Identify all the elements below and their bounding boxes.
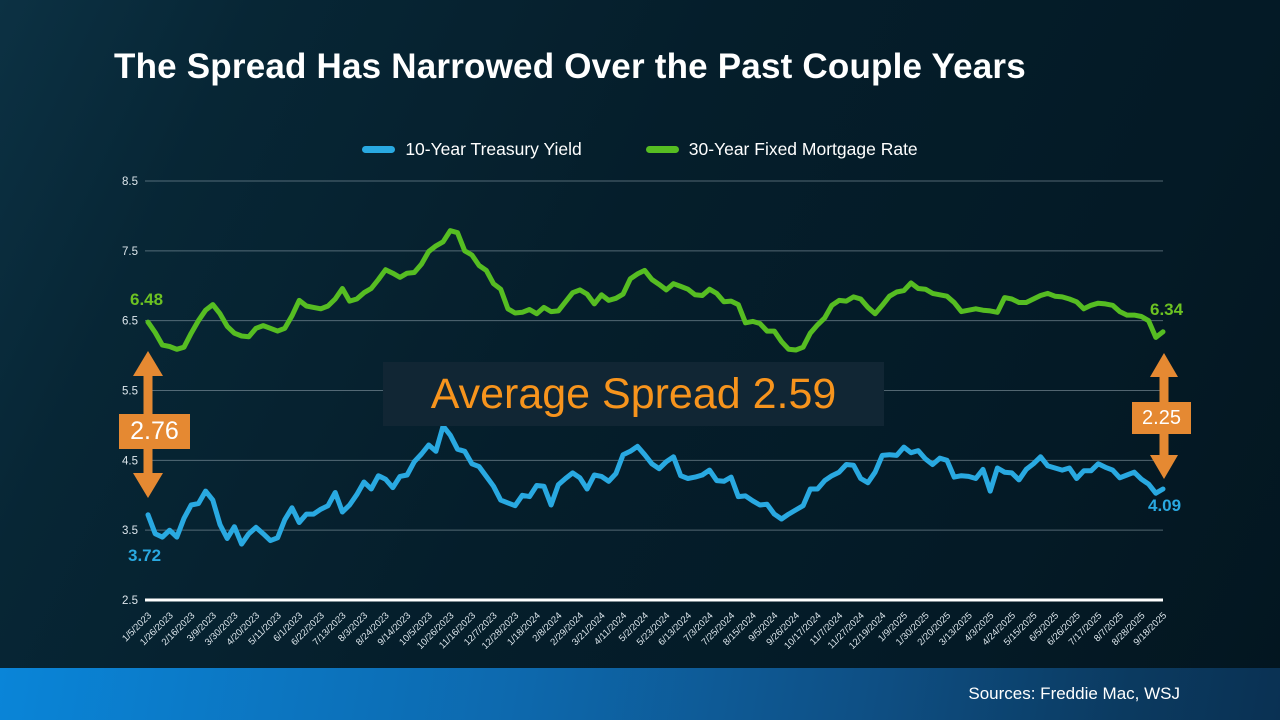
x-axis-tick-label: 2/16/2023 <box>160 610 198 648</box>
mortgage-line-swatch-icon <box>645 146 679 153</box>
x-axis-tick-label: 6/26/2025 <box>1045 610 1083 648</box>
x-axis-tick-label: 10/26/2023 <box>415 610 456 651</box>
chart-legend: 10-Year Treasury Yield 30-Year Fixed Mor… <box>0 139 1280 160</box>
x-axis-tick-label: 5/11/2023 <box>247 610 284 647</box>
x-axis-tick-label: 3/30/2023 <box>203 610 241 648</box>
y-axis-tick-label: 6.5 <box>122 316 138 328</box>
y-axis-tick-label: 3.5 <box>122 525 138 537</box>
x-axis-tick-label: 2/29/2024 <box>548 610 586 648</box>
x-axis-tick-label: 8/24/2023 <box>354 610 392 648</box>
x-axis-tick-label: 5/2/2024 <box>617 610 651 644</box>
x-axis-tick-label: 11/16/2023 <box>437 610 478 651</box>
left-spread-badge: 2.76 <box>119 414 190 449</box>
x-axis-tick-label: 1/9/2025 <box>876 610 910 644</box>
x-axis-tick-label: 1/5/2023 <box>120 610 154 644</box>
average-spread-text: Average Spread 2.59 <box>430 369 837 418</box>
x-axis-tick-label: 4/20/2023 <box>224 610 262 648</box>
x-axis-tick-label: 8/3/2023 <box>336 610 370 644</box>
x-axis-tick-label: 4/11/2024 <box>592 610 629 647</box>
x-axis-tick-label: 9/5/2024 <box>746 610 780 644</box>
x-axis-tick-label: 11/27/2024 <box>826 610 867 651</box>
x-axis-tick-label: 11/7/2024 <box>808 610 845 647</box>
x-axis-tick-label: 1/26/2023 <box>138 610 176 648</box>
x-axis-tick-label: 6/5/2025 <box>1027 610 1061 644</box>
x-axis-tick-label: 7/13/2023 <box>311 610 349 648</box>
x-axis-tick-label: 8/15/2024 <box>721 610 759 648</box>
x-axis-tick-label: 5/23/2024 <box>635 610 673 648</box>
y-axis-tick-label: 4.5 <box>122 455 138 467</box>
x-axis-tick-label: 1/30/2025 <box>894 610 932 648</box>
series-10-year-treasury-yield <box>145 423 1166 547</box>
x-axis-tick-label: 9/26/2024 <box>764 610 802 648</box>
x-axis-tick-label: 5/15/2025 <box>1002 610 1040 648</box>
sources-text: Sources: Freddie Mac, WSJ <box>968 684 1180 703</box>
x-axis-tick-label: 10/5/2023 <box>397 610 435 648</box>
x-axis-tick-label: 7/25/2024 <box>700 610 738 648</box>
mortgage-end-value: 6.34 <box>1150 300 1184 319</box>
x-axis-tick-label: 4/3/2025 <box>962 610 996 644</box>
x-axis-tick-label: 10/17/2024 <box>782 610 823 651</box>
x-axis-tick-label: 12/7/2023 <box>462 610 500 648</box>
x-axis-tick-label: 9/18/2025 <box>1131 610 1169 648</box>
x-axis-tick-label: 2/8/2024 <box>531 610 565 644</box>
x-axis-tick-label: 7/3/2024 <box>682 610 716 644</box>
y-axis-tick-label: 2.5 <box>122 595 138 607</box>
legend-item-treasury: 10-Year Treasury Yield <box>362 139 582 160</box>
x-axis-tick-label: 9/14/2023 <box>376 610 414 648</box>
x-axis-tick-label: 12/19/2024 <box>847 610 888 651</box>
x-axis-tick-label: 12/28/2023 <box>480 610 521 651</box>
treasury-start-value: 3.72 <box>128 546 162 565</box>
footer-bar: Sources: Freddie Mac, WSJ <box>0 668 1280 720</box>
legend-label-mortgage: 30-Year Fixed Mortgage Rate <box>688 139 918 159</box>
mortgage-start-value: 6.48 <box>130 290 164 309</box>
x-axis-tick-label: 3/13/2025 <box>937 610 975 648</box>
x-axis-tick-label: 2/20/2025 <box>915 610 953 648</box>
x-axis-tick-label: 3/21/2024 <box>570 610 608 648</box>
treasury-end-value: 4.09 <box>1148 496 1182 515</box>
x-axis-tick-label: 4/24/2025 <box>980 610 1018 648</box>
x-axis-tick-label: 6/13/2024 <box>656 610 694 648</box>
series-30-year-fixed-mortgage-rate <box>145 228 1166 353</box>
x-axis-tick-label: 1/18/2024 <box>505 610 543 648</box>
y-axis-tick-label: 7.5 <box>122 246 138 258</box>
average-spread-callout: Average Spread 2.59 <box>383 362 884 426</box>
x-axis-tick-label: 6/22/2023 <box>289 610 327 648</box>
x-axis-tick-label: 8/28/2025 <box>1110 610 1148 648</box>
x-axis-tick-label: 6/1/2023 <box>271 610 305 644</box>
right-spread-badge: 2.25 <box>1132 402 1191 434</box>
legend-label-treasury: 10-Year Treasury Yield <box>405 139 582 159</box>
x-axis-tick-label: 7/17/2025 <box>1067 610 1105 648</box>
x-axis-tick-label: 8/7/2025 <box>1092 610 1126 644</box>
y-axis-tick-label: 5.5 <box>122 386 138 398</box>
legend-item-mortgage: 30-Year Fixed Mortgage Rate <box>645 139 918 160</box>
treasury-line-swatch-icon <box>362 146 396 153</box>
x-axis-tick-label: 3/9/2023 <box>185 610 219 644</box>
y-axis-tick-label: 8.5 <box>122 176 138 188</box>
slide-title: The Spread Has Narrowed Over the Past Co… <box>114 47 1026 86</box>
